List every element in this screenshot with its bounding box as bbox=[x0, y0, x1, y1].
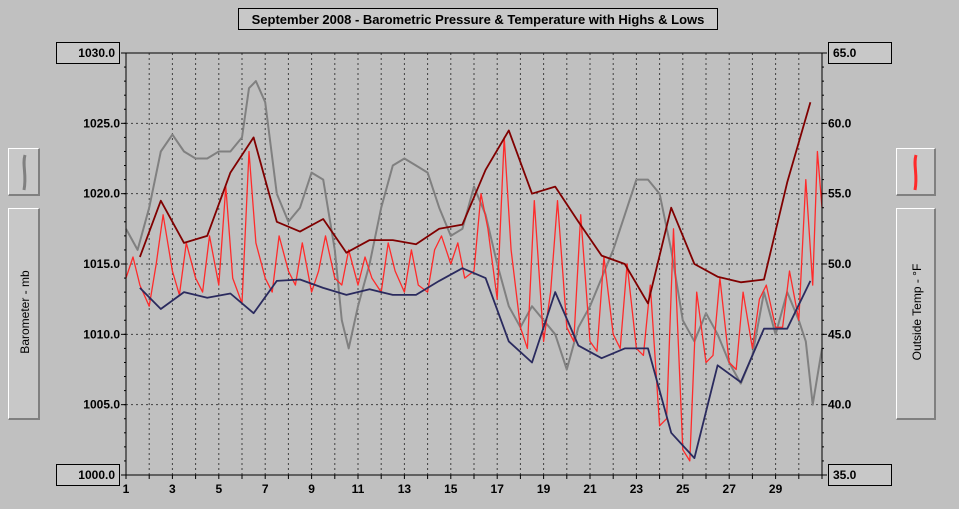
x-tick-label: 5 bbox=[215, 482, 222, 496]
chart-title: September 2008 - Barometric Pressure & T… bbox=[238, 8, 718, 30]
left-axis-max-box: 1030.0 bbox=[56, 42, 120, 64]
right-axis-label-panel: Outside Temp - °F bbox=[896, 208, 936, 420]
x-tick-label: 1 bbox=[123, 482, 130, 496]
x-tick-label: 7 bbox=[262, 482, 269, 496]
left-tick-label: 1015.0 bbox=[83, 257, 120, 271]
right-tick-label: 60.0 bbox=[828, 116, 852, 130]
x-tick-label: 15 bbox=[444, 482, 458, 496]
x-tick-label: 3 bbox=[169, 482, 176, 496]
x-tick-label: 23 bbox=[630, 482, 644, 496]
legend-swatches bbox=[22, 154, 918, 191]
temperature-legend-swatch bbox=[913, 154, 918, 191]
left-axis-min-box: 1000.0 bbox=[56, 464, 120, 486]
right-tick-label: 40.0 bbox=[828, 398, 852, 412]
x-tick-label: 29 bbox=[769, 482, 783, 496]
right-tick-label: 45.0 bbox=[828, 327, 852, 341]
right-axis-min-box: 35.0 bbox=[828, 464, 892, 486]
right-tick-label: 50.0 bbox=[828, 257, 852, 271]
x-tick-label: 21 bbox=[583, 482, 597, 496]
x-tick-label: 9 bbox=[308, 482, 315, 496]
left-tick-label: 1020.0 bbox=[83, 187, 120, 201]
series-line-temp_highs bbox=[139, 101, 812, 305]
x-tick-label: 11 bbox=[352, 482, 365, 496]
series-layer bbox=[125, 80, 823, 462]
left-axis-label-panel: Barometer - mb bbox=[8, 208, 40, 420]
series-line-temperature bbox=[125, 136, 823, 462]
right-tick-label: 55.0 bbox=[828, 187, 852, 201]
series-line-barometer bbox=[125, 80, 823, 406]
x-tick-label: 25 bbox=[676, 482, 690, 496]
left-tick-label: 1010.0 bbox=[83, 327, 120, 341]
axes-layer: 1025.0 1020.0 1015.0 1010.0 1005.0 60.0 55.0 50… bbox=[83, 52, 852, 496]
x-tick-label: 17 bbox=[491, 482, 505, 496]
x-tick-label: 19 bbox=[537, 482, 551, 496]
right-axis-max-box: 65.0 bbox=[828, 42, 892, 64]
left-tick-label: 1025.0 bbox=[83, 116, 120, 130]
x-tick-label: 27 bbox=[723, 482, 737, 496]
left-tick-label: 1005.0 bbox=[83, 398, 120, 412]
barometer-legend-swatch bbox=[22, 154, 27, 191]
x-tick-label: 13 bbox=[398, 482, 412, 496]
series-line-temp_lows bbox=[139, 267, 812, 460]
